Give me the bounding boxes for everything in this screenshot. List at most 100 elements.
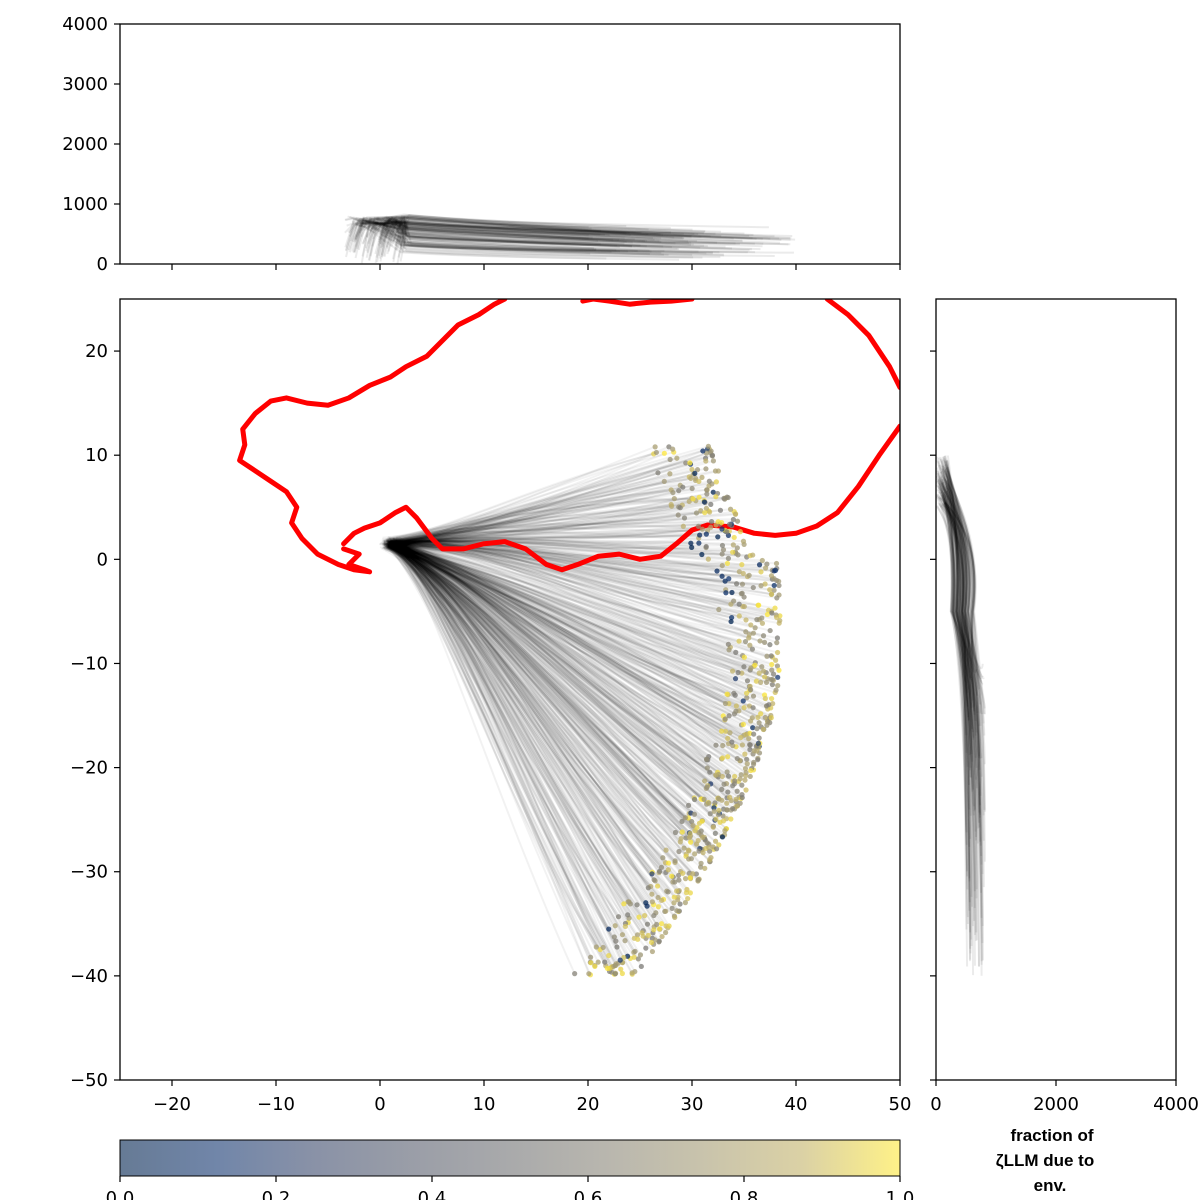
main-trajectory bbox=[383, 543, 737, 748]
main-trajectory bbox=[387, 542, 745, 659]
right-trajectory bbox=[946, 480, 983, 777]
main-trajectory bbox=[393, 547, 772, 717]
endpoint bbox=[613, 938, 619, 944]
right-trajectory bbox=[937, 470, 982, 842]
main-trajectory bbox=[390, 541, 656, 928]
main-trajectory bbox=[389, 543, 680, 881]
endpoint bbox=[688, 475, 694, 482]
main-xtick-label: −20 bbox=[153, 1094, 191, 1115]
endpoint bbox=[617, 957, 623, 963]
main-trajectory bbox=[393, 541, 737, 707]
endpoint bbox=[723, 590, 729, 596]
right-trajectory bbox=[942, 497, 972, 771]
endpoint bbox=[774, 635, 781, 641]
endpoint bbox=[722, 496, 728, 502]
top-trajectory bbox=[395, 218, 692, 244]
endpoint bbox=[653, 449, 659, 456]
main-trajectory bbox=[392, 547, 624, 975]
endpoint bbox=[754, 616, 760, 623]
endpoint bbox=[754, 726, 760, 732]
endpoint bbox=[724, 769, 730, 775]
main-trajectory bbox=[388, 542, 760, 724]
main-trajectory bbox=[397, 544, 692, 879]
top-trajectory bbox=[383, 216, 647, 248]
main-trajectory bbox=[394, 484, 681, 546]
main-trajectory bbox=[392, 546, 748, 682]
main-trajectory bbox=[387, 541, 687, 857]
endpoint bbox=[677, 505, 683, 511]
main-ytick-label: 20 bbox=[85, 341, 108, 362]
right-trajectory bbox=[939, 458, 973, 679]
main-trajectory bbox=[393, 542, 750, 577]
endpoint bbox=[692, 851, 698, 857]
top-trajectory bbox=[365, 220, 699, 253]
endpoint bbox=[724, 529, 730, 535]
colorbar-tick-label: 0.6 bbox=[574, 1188, 603, 1200]
top-trajectory bbox=[352, 218, 693, 254]
top-trajectory bbox=[395, 215, 771, 240]
endpoint bbox=[734, 518, 741, 524]
endpoint bbox=[658, 897, 665, 903]
main-trajectory bbox=[391, 546, 708, 760]
main-trajectory bbox=[400, 546, 751, 692]
main-trajectory bbox=[387, 542, 757, 683]
top-trajectory bbox=[372, 222, 752, 251]
top-trajectory bbox=[391, 217, 725, 257]
main-trajectory bbox=[393, 536, 729, 560]
right-trajectory bbox=[940, 471, 977, 722]
endpoint bbox=[690, 871, 696, 877]
endpoint bbox=[720, 818, 727, 824]
main-trajectory bbox=[386, 545, 592, 958]
main-trajectory bbox=[386, 547, 734, 810]
right-trajectory bbox=[944, 505, 978, 933]
top-trajectory bbox=[382, 217, 753, 257]
top-trajectory bbox=[392, 215, 627, 263]
endpoint bbox=[688, 540, 694, 546]
main-trajectory bbox=[397, 549, 766, 678]
main-trajectory bbox=[390, 544, 743, 595]
top-trajectory bbox=[360, 214, 705, 233]
main-trajectory bbox=[387, 546, 738, 793]
main-trajectory bbox=[387, 542, 755, 766]
main-trajectory bbox=[393, 540, 629, 957]
endpoint bbox=[773, 687, 779, 693]
colorbar-ticks: 0.0 0.2 0.4 0.6 0.8 1.0 bbox=[106, 1176, 914, 1200]
main-trajectory bbox=[395, 540, 773, 658]
right-trajectory bbox=[938, 479, 970, 721]
endpoint bbox=[693, 871, 700, 877]
main-trajectory bbox=[394, 539, 716, 804]
main-trajectory bbox=[387, 543, 665, 901]
endpoint bbox=[760, 668, 767, 674]
main-trajectory bbox=[397, 543, 732, 619]
endpoint bbox=[666, 923, 672, 929]
top-trajectory bbox=[386, 219, 691, 255]
endpoint bbox=[738, 734, 744, 741]
main-trajectory bbox=[394, 543, 706, 782]
endpoint bbox=[736, 569, 742, 575]
main-trajectory bbox=[387, 546, 726, 836]
main-trajectory bbox=[388, 547, 692, 843]
main-trajectory bbox=[392, 539, 762, 715]
main-trajectory bbox=[380, 541, 779, 679]
main-trajectory bbox=[389, 539, 761, 745]
main-trajectory bbox=[394, 542, 710, 804]
endpoint bbox=[746, 735, 752, 742]
endpoint bbox=[725, 735, 731, 742]
main-trajectory bbox=[386, 539, 732, 811]
endpoint bbox=[758, 679, 764, 685]
main-trajectory bbox=[392, 543, 746, 770]
main-trajectory bbox=[393, 546, 772, 719]
endpoint bbox=[771, 582, 777, 589]
main-boundary bbox=[237, 299, 900, 575]
boundary-line bbox=[341, 423, 900, 573]
top-trajectory bbox=[398, 219, 695, 243]
main-trajectory bbox=[381, 547, 624, 936]
endpoint bbox=[694, 467, 701, 473]
main-trajectory bbox=[390, 463, 691, 550]
endpoint bbox=[712, 468, 719, 474]
endpoint bbox=[689, 485, 695, 492]
right-trajectory bbox=[939, 476, 982, 759]
endpoint bbox=[699, 818, 705, 824]
right-trajectory bbox=[945, 490, 986, 709]
right-trajectory bbox=[936, 467, 969, 707]
